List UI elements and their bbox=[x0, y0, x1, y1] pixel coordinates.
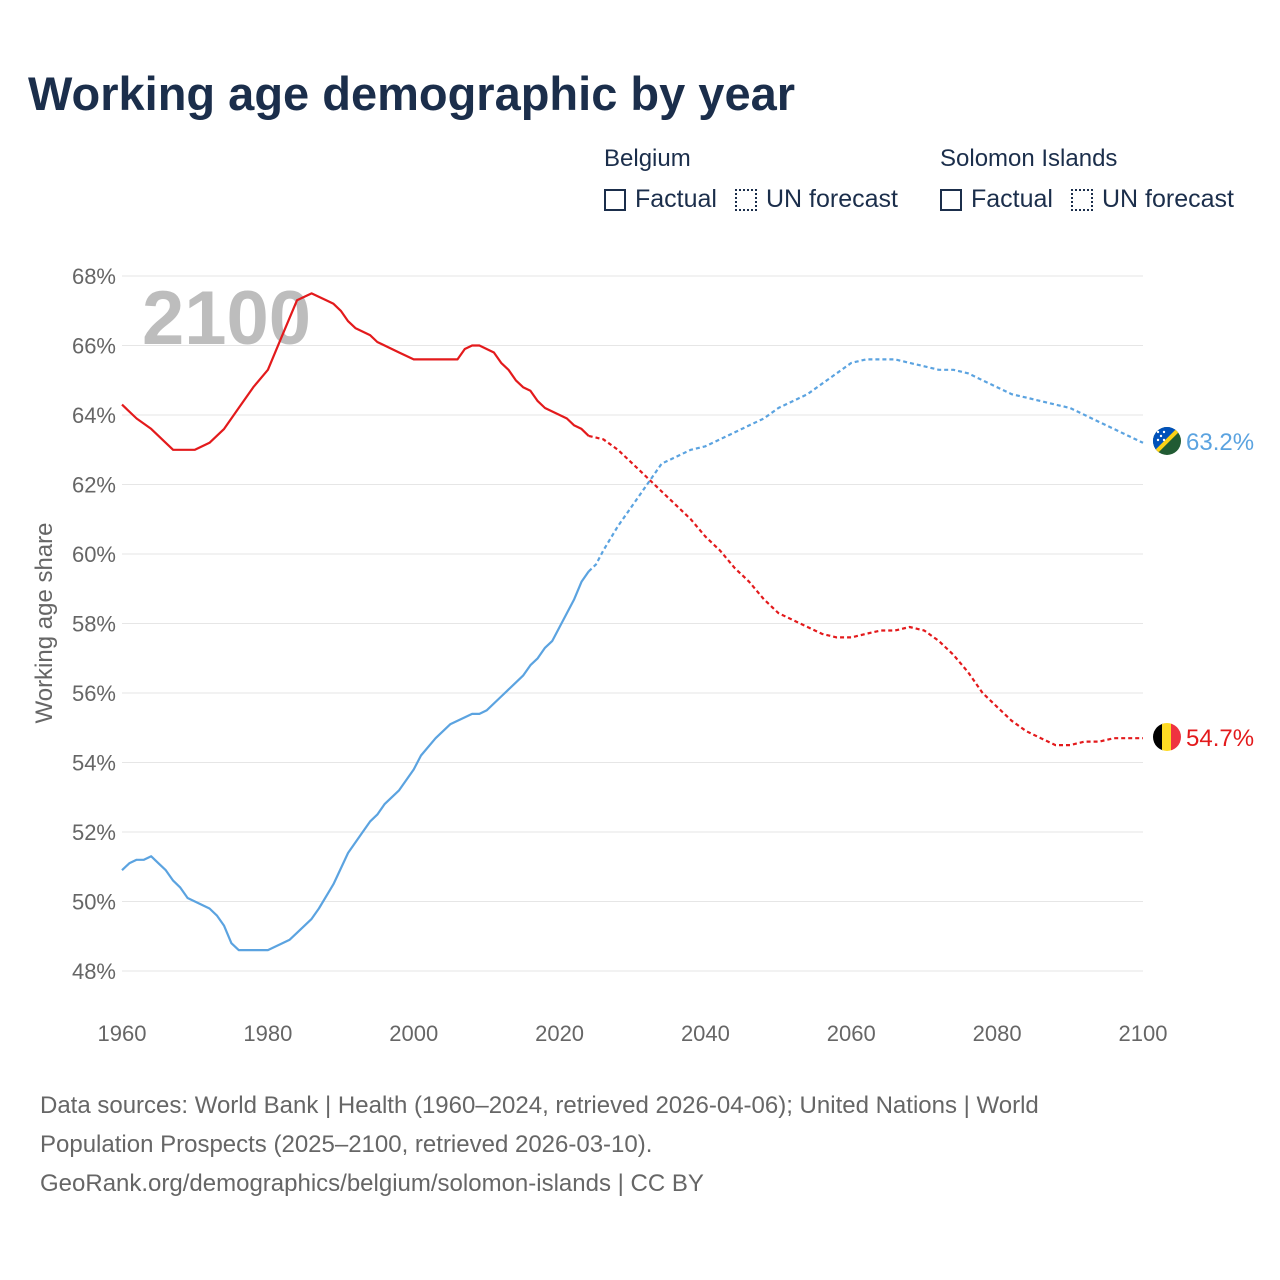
belgium-forecast-line[interactable] bbox=[588, 434, 1143, 747]
legend-swatch-solid bbox=[940, 188, 962, 211]
x-tick-label: 1960 bbox=[98, 1021, 147, 1046]
x-tick-label: 2020 bbox=[535, 1021, 584, 1046]
solomon-islands-forecast-line[interactable] bbox=[587, 358, 1144, 573]
legend-swatch-dotted bbox=[734, 188, 757, 211]
y-tick-label: 56% bbox=[72, 681, 116, 706]
y-tick-label: 52% bbox=[72, 820, 116, 845]
y-tick-label: 68% bbox=[72, 264, 116, 289]
y-tick-label: 62% bbox=[72, 473, 116, 498]
y-tick-label: 60% bbox=[72, 542, 116, 567]
chart-title: Working age demographic by year bbox=[28, 67, 796, 120]
legend-item-belgium-forecast[interactable]: UN forecast bbox=[734, 185, 898, 214]
year-overlay: 2100 bbox=[142, 276, 311, 361]
footer-url[interactable]: GeoRank.org/demographics/belgium/solomon… bbox=[40, 1170, 704, 1197]
x-tick-label: 1980 bbox=[243, 1021, 292, 1046]
legend-label: UN forecast bbox=[1101, 185, 1234, 213]
legend-swatch-solid bbox=[604, 188, 626, 211]
x-tick-label: 2060 bbox=[827, 1021, 876, 1046]
footer-line: Data sources: World Bank | Health (1960–… bbox=[40, 1092, 1039, 1119]
legend-item-solomon-factual[interactable]: Factual bbox=[940, 185, 1053, 214]
belgium-factual-line[interactable] bbox=[121, 292, 590, 451]
legend-label: UN forecast bbox=[765, 185, 898, 213]
x-tick-label: 2080 bbox=[973, 1021, 1022, 1046]
solomon-islands-factual-line[interactable] bbox=[121, 570, 590, 952]
y-tick-label: 50% bbox=[72, 890, 116, 915]
y-tick-label: 48% bbox=[72, 959, 116, 984]
x-tick-label: 2100 bbox=[1119, 1021, 1168, 1046]
legend-label: Factual bbox=[971, 185, 1053, 213]
legend-group-belgium: Belgium Factual UN forecast bbox=[604, 144, 916, 214]
solomon-islands-flag-icon bbox=[1153, 427, 1181, 455]
legend-group-name: Solomon Islands bbox=[940, 145, 1118, 172]
legend-label: Factual bbox=[635, 185, 717, 213]
x-tick-label: 2040 bbox=[681, 1021, 730, 1046]
y-axis-label: Working age share bbox=[31, 523, 58, 724]
y-tick-label: 66% bbox=[72, 334, 116, 359]
solomon-islands-end-label: 63.2% bbox=[1186, 429, 1254, 456]
y-tick-label: 58% bbox=[72, 612, 116, 637]
x-tick-label: 2000 bbox=[389, 1021, 438, 1046]
belgium-end-label: 54.7% bbox=[1186, 725, 1254, 752]
line-chart: 48% 50% 52% 54% 56% 58% 60% 62% 64% 66% 68% 1960 198… bbox=[31, 264, 1254, 1046]
y-tick-label: 64% bbox=[72, 403, 116, 428]
legend-item-solomon-forecast[interactable]: UN forecast bbox=[1070, 185, 1234, 214]
legend-item-belgium-factual[interactable]: Factual bbox=[604, 185, 717, 214]
footer-sources: Data sources: World Bank | Health (1960–… bbox=[40, 1086, 1220, 1203]
belgium-flag-icon bbox=[1153, 723, 1181, 751]
y-tick-label: 54% bbox=[72, 751, 116, 776]
legend-group-name: Belgium bbox=[604, 145, 691, 172]
legend-group-solomon-islands: Solomon Islands Factual UN forecast bbox=[940, 144, 1252, 214]
legend-swatch-dotted bbox=[1070, 188, 1093, 211]
footer-line: Population Prospects (2025–2100, retriev… bbox=[40, 1131, 653, 1158]
